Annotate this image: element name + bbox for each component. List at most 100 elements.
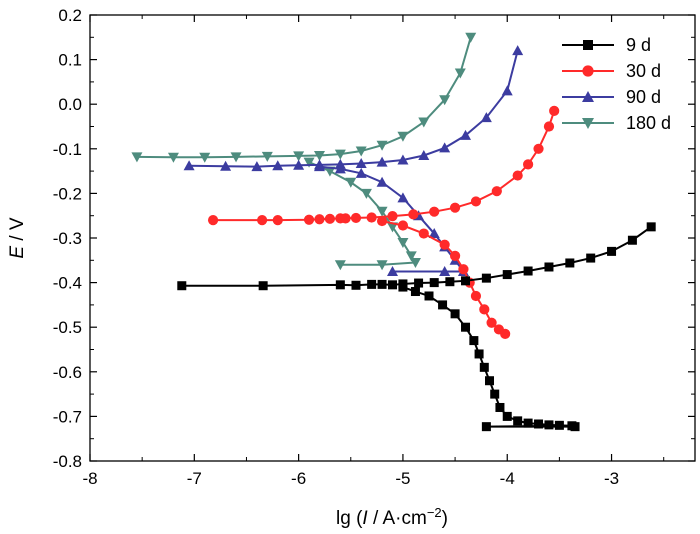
data-point	[376, 176, 388, 187]
data-point	[360, 188, 372, 199]
y-tick-label: 0.2	[58, 6, 82, 25]
data-point	[439, 265, 451, 276]
legend-item: 90 d	[562, 87, 661, 107]
data-point	[397, 192, 409, 203]
y-tick-label: -0.2	[53, 184, 82, 203]
data-point	[377, 279, 387, 289]
data-point	[350, 212, 362, 224]
data-point	[485, 376, 495, 386]
y-tick-label: 0.0	[58, 95, 82, 114]
data-point	[405, 251, 417, 262]
series-line	[189, 50, 519, 273]
data-point	[449, 202, 461, 213]
x-tick-label: -5	[395, 469, 410, 488]
data-point	[261, 151, 273, 162]
y-tick-label: -0.7	[53, 407, 82, 426]
data-point	[502, 270, 512, 280]
data-point	[397, 131, 409, 142]
data-point	[549, 105, 560, 116]
data-point	[376, 140, 388, 151]
data-point	[220, 160, 232, 171]
data-point	[512, 170, 523, 181]
data-point	[428, 228, 440, 239]
data-point	[480, 112, 492, 123]
data-point	[199, 152, 211, 163]
data-point	[387, 211, 398, 222]
axes-layer: -8 -7 -6 -5 -4 -3 0.2 0.1 0.0 -0.1 -0.2 -0.3 -0.4 -0.…	[53, 6, 696, 488]
data-point	[397, 154, 409, 165]
data-point	[335, 280, 345, 290]
data-point	[167, 152, 179, 163]
data-point	[607, 246, 617, 256]
x-tick-label: -3	[604, 469, 619, 488]
data-point	[293, 151, 305, 162]
data-point	[334, 149, 346, 160]
data-point	[481, 422, 491, 432]
data-point	[177, 281, 187, 291]
data-point	[418, 117, 430, 128]
data-point	[230, 152, 242, 163]
data-point	[340, 213, 351, 224]
data-point	[554, 420, 564, 430]
data-point	[397, 237, 409, 248]
series-line	[181, 226, 652, 428]
data-point	[366, 212, 377, 223]
x-tick-label: -6	[291, 469, 306, 488]
data-point	[334, 260, 346, 271]
data-point	[523, 266, 533, 276]
y-tick-label: -0.3	[53, 229, 82, 248]
legend-marker	[582, 91, 594, 102]
legend-marker	[583, 40, 593, 50]
plot-frame	[89, 14, 696, 462]
data-point	[324, 166, 336, 177]
data-point	[486, 317, 497, 328]
data-point	[470, 196, 482, 207]
data-point	[534, 419, 544, 429]
data-point	[314, 214, 325, 225]
data-point	[439, 239, 450, 250]
data-point	[345, 177, 357, 188]
data-point	[544, 420, 554, 430]
legend-item: 180 d	[562, 113, 671, 133]
data-point	[424, 291, 434, 301]
data-point	[533, 143, 544, 154]
y-tick-label: -0.1	[53, 140, 82, 159]
data-point	[646, 222, 656, 232]
x-axis-title: lg (I / A·cm−2)	[336, 505, 448, 529]
data-point	[586, 253, 596, 263]
data-point	[183, 160, 195, 171]
data-point	[454, 68, 466, 79]
legend-item: 30 d	[562, 61, 661, 81]
data-point	[458, 264, 469, 275]
data-point	[272, 160, 284, 171]
data-point	[376, 156, 388, 167]
data-point	[495, 402, 505, 412]
data-point	[449, 250, 461, 261]
data-point	[418, 149, 430, 160]
data-point	[334, 163, 346, 174]
data-point	[523, 418, 533, 428]
data-point	[207, 215, 219, 226]
data-point	[460, 129, 472, 140]
data-point	[479, 304, 490, 315]
data-point	[251, 161, 263, 172]
data-point	[490, 389, 500, 399]
data-point	[450, 309, 460, 319]
legend-label: 30 d	[626, 61, 661, 81]
series-9-d	[177, 222, 656, 432]
data-point	[474, 349, 484, 359]
y-tick-label: -0.8	[53, 452, 82, 471]
data-point	[501, 85, 513, 96]
data-point	[293, 159, 305, 170]
data-point	[367, 279, 377, 289]
data-point	[376, 260, 388, 271]
data-point	[465, 32, 477, 43]
legend-label: 90 d	[626, 87, 661, 107]
data-point	[414, 278, 424, 288]
data-point	[502, 411, 512, 421]
x-tick-label: -8	[82, 469, 97, 488]
data-point	[409, 258, 421, 269]
data-point	[439, 142, 451, 153]
data-point	[429, 278, 439, 288]
